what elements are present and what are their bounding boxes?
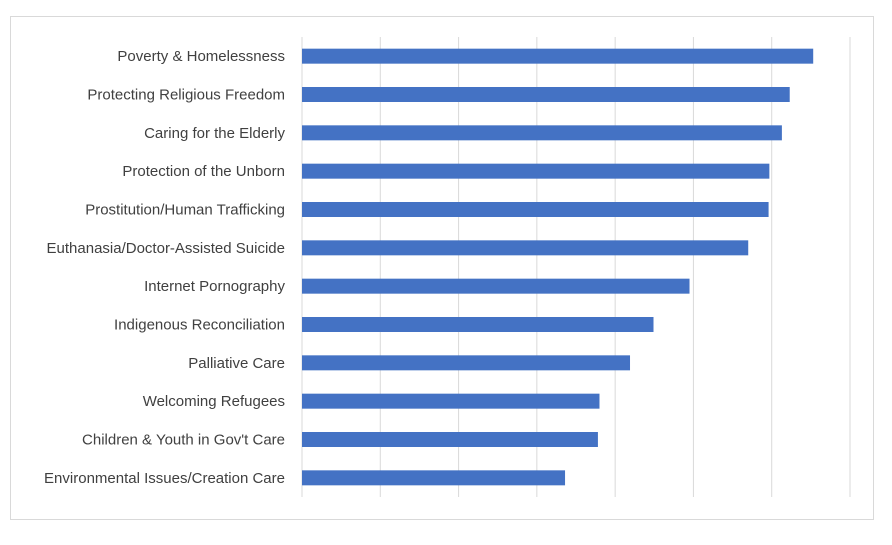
bar — [302, 202, 769, 217]
bar — [302, 393, 600, 409]
bar — [302, 163, 770, 179]
bar — [302, 125, 782, 141]
bar — [302, 432, 598, 447]
bar — [302, 48, 814, 64]
category-label: Protection of the Unborn — [122, 163, 285, 180]
bar — [302, 470, 566, 486]
category-labels: Poverty & Homelessness Protecting Religio… — [44, 48, 285, 487]
category-label: Protecting Religious Freedom — [87, 87, 285, 104]
category-label: Internet Pornography — [144, 278, 285, 295]
category-label: Caring for the Elderly — [144, 125, 285, 142]
category-label: Children & Youth in Gov't Care — [82, 432, 285, 449]
bar — [302, 317, 654, 332]
bars — [302, 48, 814, 486]
category-label: Prostitution/Human Trafficking — [85, 202, 285, 219]
bar — [302, 240, 749, 256]
category-label: Indigenous Reconciliation — [114, 317, 285, 334]
bar — [302, 87, 790, 102]
category-label: Environmental Issues/Creation Care — [44, 470, 285, 487]
category-label: Welcoming Refugees — [143, 393, 285, 410]
bar — [302, 355, 631, 371]
bar — [302, 278, 690, 294]
category-label: Palliative Care — [188, 355, 285, 372]
gridlines — [301, 37, 851, 497]
category-label: Poverty & Homelessness — [117, 48, 285, 65]
category-label: Euthanasia/Doctor-Assisted Suicide — [47, 240, 285, 257]
